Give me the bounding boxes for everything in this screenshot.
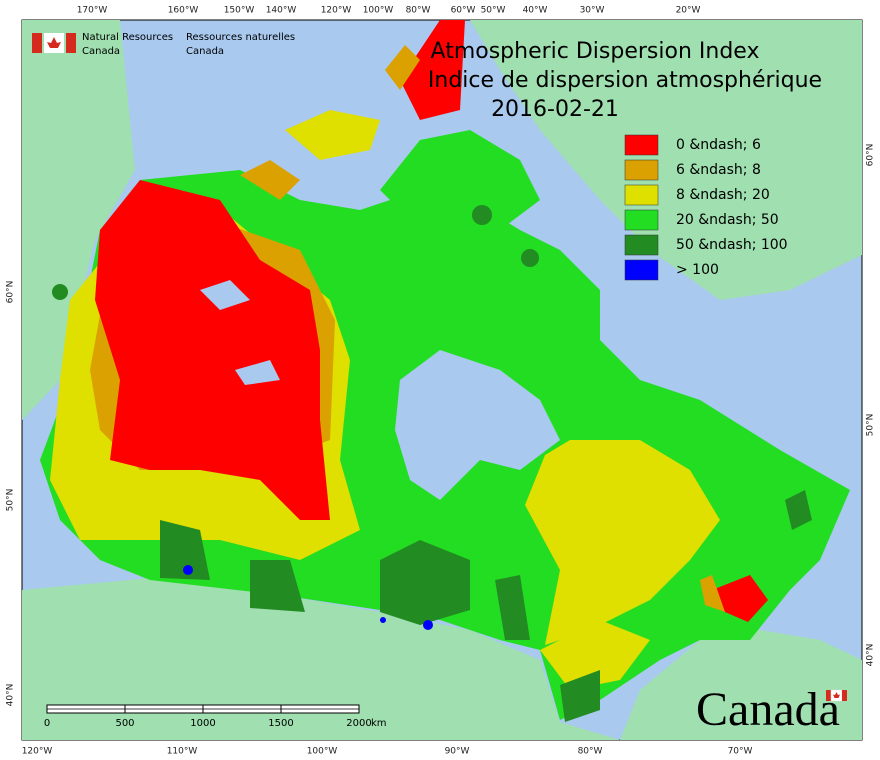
legend-swatch (624, 184, 659, 206)
legend-swatch (624, 209, 659, 231)
graticule-left: 40°N (6, 684, 16, 707)
scale-label: 500 (115, 718, 134, 729)
graticule-right: 50°N (866, 414, 876, 437)
legend-label: 0 &ndash; 6 (676, 137, 761, 153)
ellesmere-island (400, 20, 465, 120)
united-states-east (620, 630, 862, 740)
scale-label: 0 (44, 718, 50, 729)
flag-leaf (47, 37, 61, 48)
region-good (521, 249, 539, 267)
region-excellent (380, 617, 386, 623)
region-good (472, 205, 492, 225)
legend-label: 6 &ndash; 8 (676, 162, 761, 178)
great-bear-lake (200, 280, 250, 310)
alaska (22, 20, 135, 420)
graticule-bottom: 70°W (728, 747, 753, 757)
agency-en: Natural Resources (82, 32, 173, 43)
graticule-top: 140°W (266, 6, 297, 16)
graticule-top: 170°W (77, 6, 108, 16)
graticule-right: 40°N (866, 644, 876, 667)
arctic-island (240, 160, 300, 200)
agency-en: Canada (82, 46, 120, 57)
agency-fr: Canada (186, 46, 224, 57)
flag-bar (842, 690, 847, 701)
agency-fr: Ressources naturelles (186, 32, 295, 43)
legend-label: 20 &ndash; 50 (676, 212, 779, 228)
graticule-bottom: 80°W (578, 747, 603, 757)
region-good (495, 575, 530, 640)
arctic-island (385, 45, 420, 90)
arctic-island (380, 130, 540, 230)
scale-label: 1500 (268, 718, 293, 729)
title: Indice de dispersion atmosphérique (428, 68, 822, 93)
graticule-bottom: 100°W (307, 747, 338, 757)
legend-swatch (624, 134, 659, 156)
graticule-top: 50°W (481, 6, 506, 16)
region-very-poor-east (700, 575, 725, 612)
flag-bar (826, 690, 831, 701)
region-extremely-poor-east (712, 575, 768, 622)
graticule-top: 20°W (676, 6, 701, 16)
region-good (160, 520, 210, 580)
legend-label: 50 &ndash; 100 (676, 237, 788, 253)
flag-bar (32, 33, 42, 53)
graticule-top: 30°W (580, 6, 605, 16)
scale-label: 2000 (346, 718, 371, 729)
graticule-left: 50°N (6, 489, 16, 512)
region-excellent (183, 565, 193, 575)
arctic-island (285, 110, 380, 160)
scale-unit: km (371, 718, 387, 729)
greenland (470, 20, 862, 300)
legend-swatch (624, 259, 659, 281)
graticule-top: 120°W (321, 6, 352, 16)
hudson-bay (395, 350, 560, 500)
flag-bar (66, 33, 76, 53)
graticule-top: 40°W (523, 6, 548, 16)
graticule-left: 60°N (6, 281, 16, 304)
region-poor-east (540, 620, 650, 690)
graticule-bottom: 120°W (22, 747, 53, 757)
nrcan-logo (32, 33, 76, 53)
date: 2016-02-21 (491, 97, 619, 122)
region-good (250, 560, 305, 612)
scale-label: 1000 (190, 718, 215, 729)
region-excellent (423, 620, 433, 630)
graticule-top: 100°W (363, 6, 394, 16)
graticule-bottom: 110°W (167, 747, 198, 757)
graticule-bottom: 90°W (445, 747, 470, 757)
graticule-top: 150°W (224, 6, 255, 16)
region-good (785, 490, 812, 530)
legend-swatch (624, 234, 659, 256)
region-good (560, 670, 600, 722)
legend-label: > 100 (676, 262, 719, 278)
legend-label: 8 &ndash; 20 (676, 187, 770, 203)
united-states (22, 578, 620, 740)
region-good (52, 284, 68, 300)
great-slave-lake (235, 360, 280, 385)
graticule-right: 60°N (866, 144, 876, 167)
canada-wordmark: Canada (696, 683, 840, 736)
legend-swatch (624, 159, 659, 181)
graticule-labels: 170°W 160°W 150°W 140°W 120°W 100°W 80°W 60°W 50… (6, 6, 876, 757)
graticule-top: 60°W (451, 6, 476, 16)
legend: 0 &ndash; 6 6 &ndash; 8 8 &ndash; 20 20 &nd… (624, 134, 788, 281)
flag-leaf (833, 692, 840, 698)
region-poor-east (525, 440, 720, 645)
scale-bar: 0 500 1000 1500 2000 km (44, 704, 387, 729)
graticule-top: 160°W (168, 6, 199, 16)
region-good (380, 540, 470, 625)
title: Atmospheric Dispersion Index (431, 39, 760, 64)
wordmark-flag (826, 689, 847, 702)
region-extremely-poor (95, 180, 330, 520)
graticule-top: 80°W (406, 6, 431, 16)
